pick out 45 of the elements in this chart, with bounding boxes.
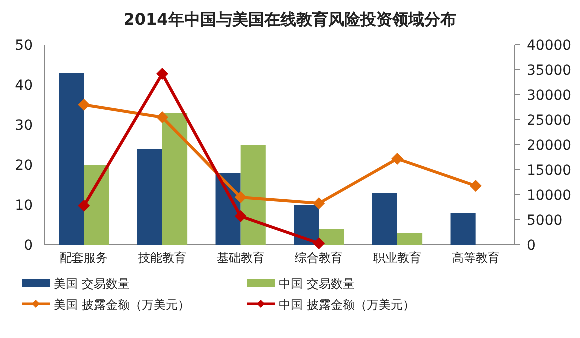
y-tick-label: 40 — [15, 78, 33, 94]
legend-label: 中国 披露金额（万美元） — [279, 298, 415, 312]
bar — [240, 145, 266, 245]
y2-tick-label: 35000 — [527, 63, 572, 79]
y2-tick-label: 20000 — [527, 138, 572, 154]
y2-tick-label: 5000 — [527, 213, 563, 229]
chart-title: 2014年中国与美国在线教育风险投资领域分布 — [124, 10, 456, 29]
bar — [84, 165, 110, 245]
y-tick-label: 50 — [15, 38, 33, 54]
x-tick-label: 技能教育 — [138, 251, 186, 265]
y-tick-label: 30 — [15, 118, 33, 134]
point — [313, 198, 326, 210]
y2-tick-label: 10000 — [527, 188, 572, 204]
point — [156, 68, 168, 80]
y-tick-label: 10 — [15, 198, 33, 214]
point — [156, 112, 168, 124]
point — [78, 99, 90, 111]
point — [313, 238, 326, 250]
point — [78, 200, 90, 212]
x-tick-label: 职业教育 — [374, 251, 422, 265]
point — [470, 180, 482, 192]
y-tick-label: 20 — [15, 158, 33, 174]
y2-tick-label: 0 — [527, 238, 536, 254]
x-tick-label: 综合教育 — [295, 251, 344, 265]
y2-tick-label: 30000 — [527, 88, 572, 104]
y-tick-label: 0 — [24, 238, 33, 254]
bar — [319, 229, 344, 245]
point — [234, 210, 247, 222]
bar — [59, 73, 84, 245]
bar — [162, 113, 188, 245]
x-tick-label: 配套服务 — [60, 251, 108, 265]
point — [392, 153, 404, 165]
bar — [372, 193, 398, 245]
bar — [137, 149, 162, 245]
bar — [398, 233, 423, 245]
point — [234, 192, 247, 204]
y2-tick-label: 15000 — [527, 163, 572, 179]
x-tick-label: 基础教育 — [216, 251, 265, 265]
legend-label: 美国 披露金额（万美元） — [54, 298, 190, 312]
legend-label: 中国 交易数量 — [279, 277, 355, 291]
bar — [450, 213, 476, 245]
y2-tick-label: 25000 — [527, 113, 572, 129]
legend-label: 美国 交易数量 — [54, 277, 130, 291]
x-tick-label: 高等教育 — [452, 251, 500, 265]
y2-tick-label: 40000 — [527, 38, 572, 54]
